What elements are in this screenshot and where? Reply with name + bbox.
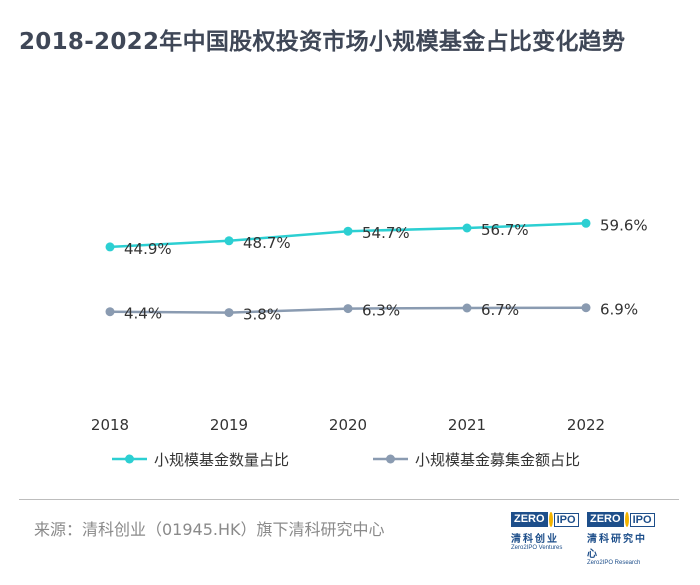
- data-point: [581, 303, 591, 313]
- data-point: [224, 308, 234, 318]
- x-tick-label: 2018: [91, 416, 129, 434]
- legend-swatch-marker: [386, 454, 395, 464]
- data-label: 44.9%: [124, 240, 172, 258]
- zero2ipo-research-logo: ZERO IPO 清科研究中心 Zero2IPO Research: [587, 511, 655, 566]
- legend-label: 小规模基金数量占比: [154, 451, 289, 469]
- data-point: [343, 304, 353, 314]
- source-note: 来源：清科创业（01945.HK）旗下清科研究中心: [34, 520, 385, 539]
- data-point: [105, 307, 115, 317]
- chart-title: 2018-2022年中国股权投资市场小规模基金占比变化趋势: [19, 29, 626, 55]
- data-label: 6.3%: [362, 302, 400, 320]
- x-tick-label: 2019: [210, 416, 248, 434]
- data-label: 54.7%: [362, 224, 410, 242]
- x-tick-label: 2021: [448, 416, 486, 434]
- x-tick-label: 2022: [567, 416, 605, 434]
- data-label: 59.6%: [600, 216, 648, 234]
- footer-divider: [19, 499, 679, 500]
- legend-label: 小规模基金募集金额占比: [415, 451, 580, 469]
- data-point: [462, 223, 472, 233]
- data-point: [462, 303, 472, 313]
- data-label: 3.8%: [243, 306, 281, 324]
- data-point: [105, 242, 115, 252]
- data-label: 56.7%: [481, 221, 529, 239]
- data-label: 6.7%: [481, 301, 519, 319]
- legend-swatch-marker: [125, 454, 134, 464]
- data-label: 4.4%: [124, 305, 162, 323]
- data-label: 48.7%: [243, 234, 291, 252]
- zero2ipo-ventures-logo: ZERO IPO 清科创业 Zero2IPO Ventures: [511, 511, 579, 551]
- data-point: [224, 236, 234, 246]
- x-tick-label: 2020: [329, 416, 367, 434]
- line-chart: 44.9% 48.7% 54.7% 56.7% 59.6% 4.4% 3.8% 6.3% 6.7…: [91, 216, 648, 469]
- data-point: [581, 218, 591, 228]
- data-label: 6.9%: [600, 301, 638, 319]
- data-point: [343, 226, 353, 236]
